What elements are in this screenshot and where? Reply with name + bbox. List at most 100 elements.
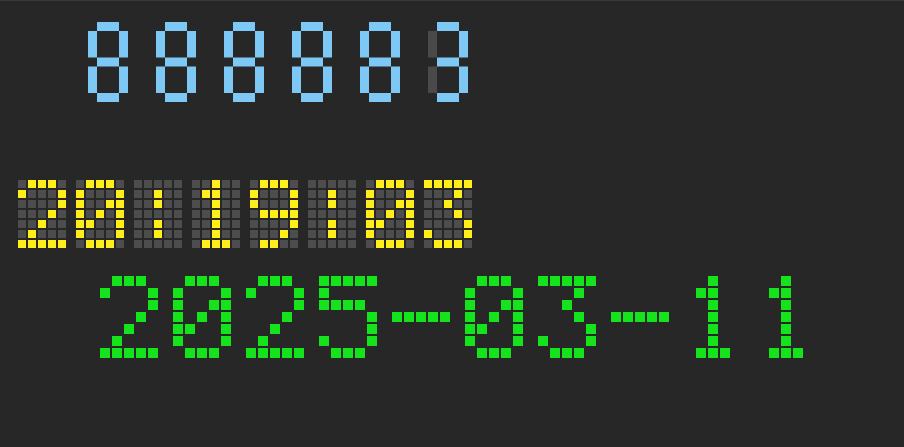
unlit-dot [250,210,258,218]
unlit-dot [424,200,432,208]
lit-dot [489,312,499,322]
lit-dot [781,276,791,286]
unlit-dot [144,190,152,198]
lit-dot [444,200,452,208]
unlit-dot [260,190,268,198]
unlit-dot [174,230,182,238]
lit-dot [501,300,511,310]
unlit-dot [134,240,142,248]
clock-display: 20:19:03 [18,180,472,248]
unlit-dot [202,220,210,228]
unlit-dot [18,230,26,238]
lit-dot [434,180,442,188]
lit-dot [280,180,288,188]
lit-dot [270,276,280,286]
lit-dot [406,210,414,218]
lit-dot [96,240,104,248]
lit-dot [116,210,124,218]
lit-dot [86,180,94,188]
unlit-dot [348,180,356,188]
lit-dot [202,190,210,198]
date-display: 2025-03-11 [100,276,815,358]
unlit-dot [164,220,172,228]
lit-dot [280,210,288,218]
lit-dot [282,276,292,286]
lit-dot [343,348,353,358]
lit-dot [270,324,280,334]
lit-dot [366,220,374,228]
lit-dot [76,230,84,238]
lit-dot [720,348,730,358]
lit-dot [280,230,288,238]
unlit-dot [444,220,452,228]
lit-dot [477,324,487,334]
unlit-dot [260,220,268,228]
clock-character [308,180,356,248]
lit-dot [611,312,621,322]
unlit-dot [144,200,152,208]
unlit-dot [28,210,36,218]
unlit-dot [154,210,162,218]
unlit-dot [222,220,230,228]
unlit-dot [338,200,346,208]
lit-dot [86,220,94,228]
lit-dot [424,180,432,188]
unlit-dot [366,180,374,188]
lit-dot [221,324,231,334]
segment-b [255,31,264,58]
lit-dot [106,240,114,248]
unlit-dot [134,190,142,198]
unlit-dot [454,230,462,238]
lit-dot [48,210,56,218]
lit-dot [454,240,462,248]
lit-dot [154,200,162,208]
unlit-dot [376,230,384,238]
lit-dot [260,180,268,188]
unlit-dot [192,230,200,238]
unlit-dot [328,180,336,188]
unlit-dot [48,200,56,208]
segment-a [97,22,119,31]
unlit-dot [250,220,258,228]
unlit-dot [260,230,268,238]
unlit-dot [464,240,472,248]
unlit-dot [86,210,94,218]
segment-g [437,57,459,67]
lit-dot [294,348,304,358]
segment-c [119,66,128,93]
segment-c [459,66,468,93]
segment-c [391,66,400,93]
unlit-dot [366,240,374,248]
lit-dot [250,190,258,198]
lit-dot [282,348,292,358]
unlit-dot [386,230,394,238]
unlit-dot [116,180,124,188]
lit-dot [366,190,374,198]
lit-dot [221,312,231,322]
lit-dot [513,288,523,298]
segment-e [224,66,233,93]
lit-dot [38,220,46,228]
unlit-dot [260,200,268,208]
lit-dot [769,348,779,358]
lit-dot [708,324,718,334]
lit-dot [464,220,472,228]
unlit-dot [202,200,210,208]
lit-dot [635,312,645,322]
unlit-dot [290,240,298,248]
segment-b [459,31,468,58]
lit-dot [28,180,36,188]
segment-f [428,31,437,58]
unlit-dot [174,190,182,198]
lit-dot [434,240,442,248]
lit-dot [319,276,329,286]
lit-dot [148,348,158,358]
unlit-dot [434,190,442,198]
lit-dot [464,230,472,238]
segment-e [292,66,301,93]
lit-dot [136,276,146,286]
unlit-dot [386,200,394,208]
unlit-dot [318,190,326,198]
top-border [0,0,904,1]
unlit-dot [96,200,104,208]
